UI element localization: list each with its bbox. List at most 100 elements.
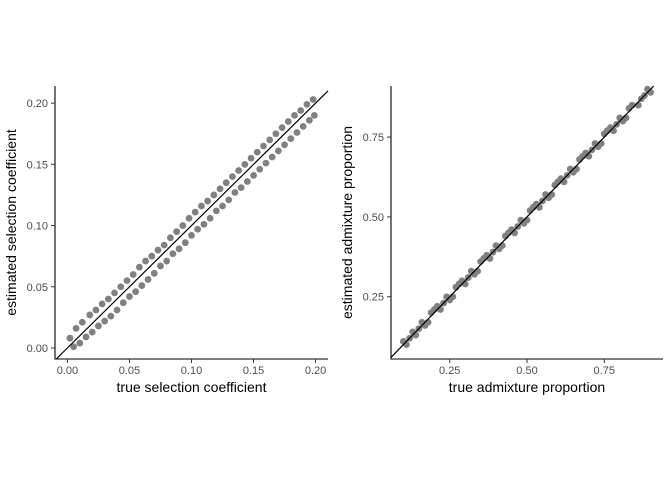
right-y-axis-title: estimated admixture proportion	[339, 126, 355, 319]
left-data-point	[104, 295, 112, 303]
left-data-point	[268, 153, 276, 161]
right-x-axis-title: true admixture proportion	[449, 379, 605, 395]
left-data-point	[260, 142, 267, 150]
left-data-point	[231, 189, 239, 196]
left-data-point	[148, 252, 156, 260]
right-y-tick-label: 0.50	[363, 212, 384, 224]
left-data-point	[175, 245, 183, 253]
right-points	[399, 85, 655, 349]
left-data-point	[243, 178, 251, 185]
right-x-tick-label: 0.75	[594, 365, 615, 377]
left-x-tick-label: 0.10	[181, 365, 202, 377]
left-data-point	[198, 202, 205, 210]
left-data-point	[129, 271, 137, 278]
left-data-point	[82, 333, 90, 341]
right-y-tick-label: 0.75	[363, 132, 384, 144]
left-data-point	[150, 269, 158, 277]
left-data-point	[219, 202, 226, 210]
left-data-point	[272, 130, 280, 138]
left-y-tick-label: 0.20	[27, 98, 48, 110]
left-data-point	[250, 171, 257, 179]
left-data-point	[144, 276, 152, 283]
left-data-point	[253, 148, 261, 156]
left-data-point	[173, 228, 181, 236]
left-data-point	[135, 263, 143, 271]
left-data-point	[86, 311, 94, 319]
left-data-point	[310, 111, 318, 119]
left-data-point	[119, 299, 127, 307]
left-data-point	[291, 111, 298, 119]
left-data-point	[132, 288, 140, 296]
left-data-point	[309, 96, 317, 103]
left-data-point	[70, 343, 78, 351]
left-data-point	[293, 129, 301, 136]
left-data-point	[262, 159, 270, 167]
left-data-point	[157, 262, 164, 270]
left-data-point	[92, 306, 100, 314]
left-data-point	[256, 165, 264, 173]
left-data-point	[210, 191, 218, 199]
left-data-point	[111, 289, 118, 297]
left-data-point	[88, 328, 96, 336]
left-y-tick-label: 0.05	[27, 282, 48, 294]
left-data-point	[160, 241, 168, 249]
left-x-tick-label: 0.15	[243, 365, 264, 377]
left-data-point	[181, 239, 189, 247]
left-data-point	[235, 167, 243, 174]
left-data-point	[229, 173, 236, 180]
left-data-point	[247, 154, 255, 162]
left-data-point	[123, 277, 131, 285]
left-data-point	[142, 257, 149, 265]
left-x-tick-label: 0.05	[119, 365, 140, 377]
left-identity-line	[55, 90, 329, 360]
left-data-point	[303, 100, 311, 108]
left-data-point	[287, 135, 295, 143]
right-y-tick-label: 0.25	[363, 292, 384, 304]
right-x-tick-label: 0.25	[439, 365, 460, 377]
left-data-point	[138, 282, 146, 289]
right-scatter-panel: 0.25 0.50 0.75 0.25 0.50 0.75 true admixture p…	[339, 85, 663, 395]
left-data-point	[188, 231, 195, 239]
left-y-axis-title: estimated selection coefficient	[3, 129, 19, 316]
left-data-point	[98, 300, 106, 308]
left-data-point	[299, 123, 307, 130]
left-y-tick-label: 0.00	[27, 343, 48, 355]
left-points	[66, 96, 318, 351]
left-x-tick-label: 0.20	[305, 365, 326, 377]
left-data-point	[163, 257, 171, 265]
left-data-point	[107, 312, 115, 320]
left-scatter-panel: 0.00 0.05 0.10 0.15 0.20 0.00 0.05 0.10 0.15 0.20…	[3, 86, 329, 395]
left-data-point	[200, 220, 208, 228]
right-identity-line	[390, 85, 655, 358]
left-data-point	[241, 160, 249, 168]
left-data-point	[66, 334, 74, 342]
left-data-point	[204, 197, 212, 205]
left-data-point	[225, 196, 233, 204]
left-data-point	[237, 184, 245, 192]
left-data-point	[185, 214, 193, 222]
left-data-point	[266, 136, 274, 144]
left-data-point	[305, 116, 313, 124]
left-data-point	[76, 339, 84, 347]
left-data-point	[179, 222, 187, 229]
left-data-point	[126, 293, 133, 300]
left-data-point	[274, 147, 282, 155]
left-data-point	[154, 246, 162, 254]
left-data-point	[284, 118, 292, 125]
left-data-point	[101, 317, 109, 325]
left-data-point	[95, 322, 102, 330]
left-data-point	[78, 318, 86, 326]
left-data-point	[113, 306, 121, 314]
left-data-point	[169, 250, 177, 258]
left-x-tick-label: 0.00	[57, 365, 78, 377]
left-data-point	[297, 107, 305, 114]
left-data-point	[72, 324, 80, 332]
left-y-tick-label: 0.15	[27, 159, 48, 171]
left-data-point	[278, 124, 286, 132]
left-data-point	[167, 234, 174, 242]
left-data-point	[117, 283, 125, 291]
right-x-tick-label: 0.50	[516, 365, 537, 377]
left-x-axis-title: true selection coefficient	[117, 379, 267, 395]
left-data-point	[216, 185, 224, 193]
